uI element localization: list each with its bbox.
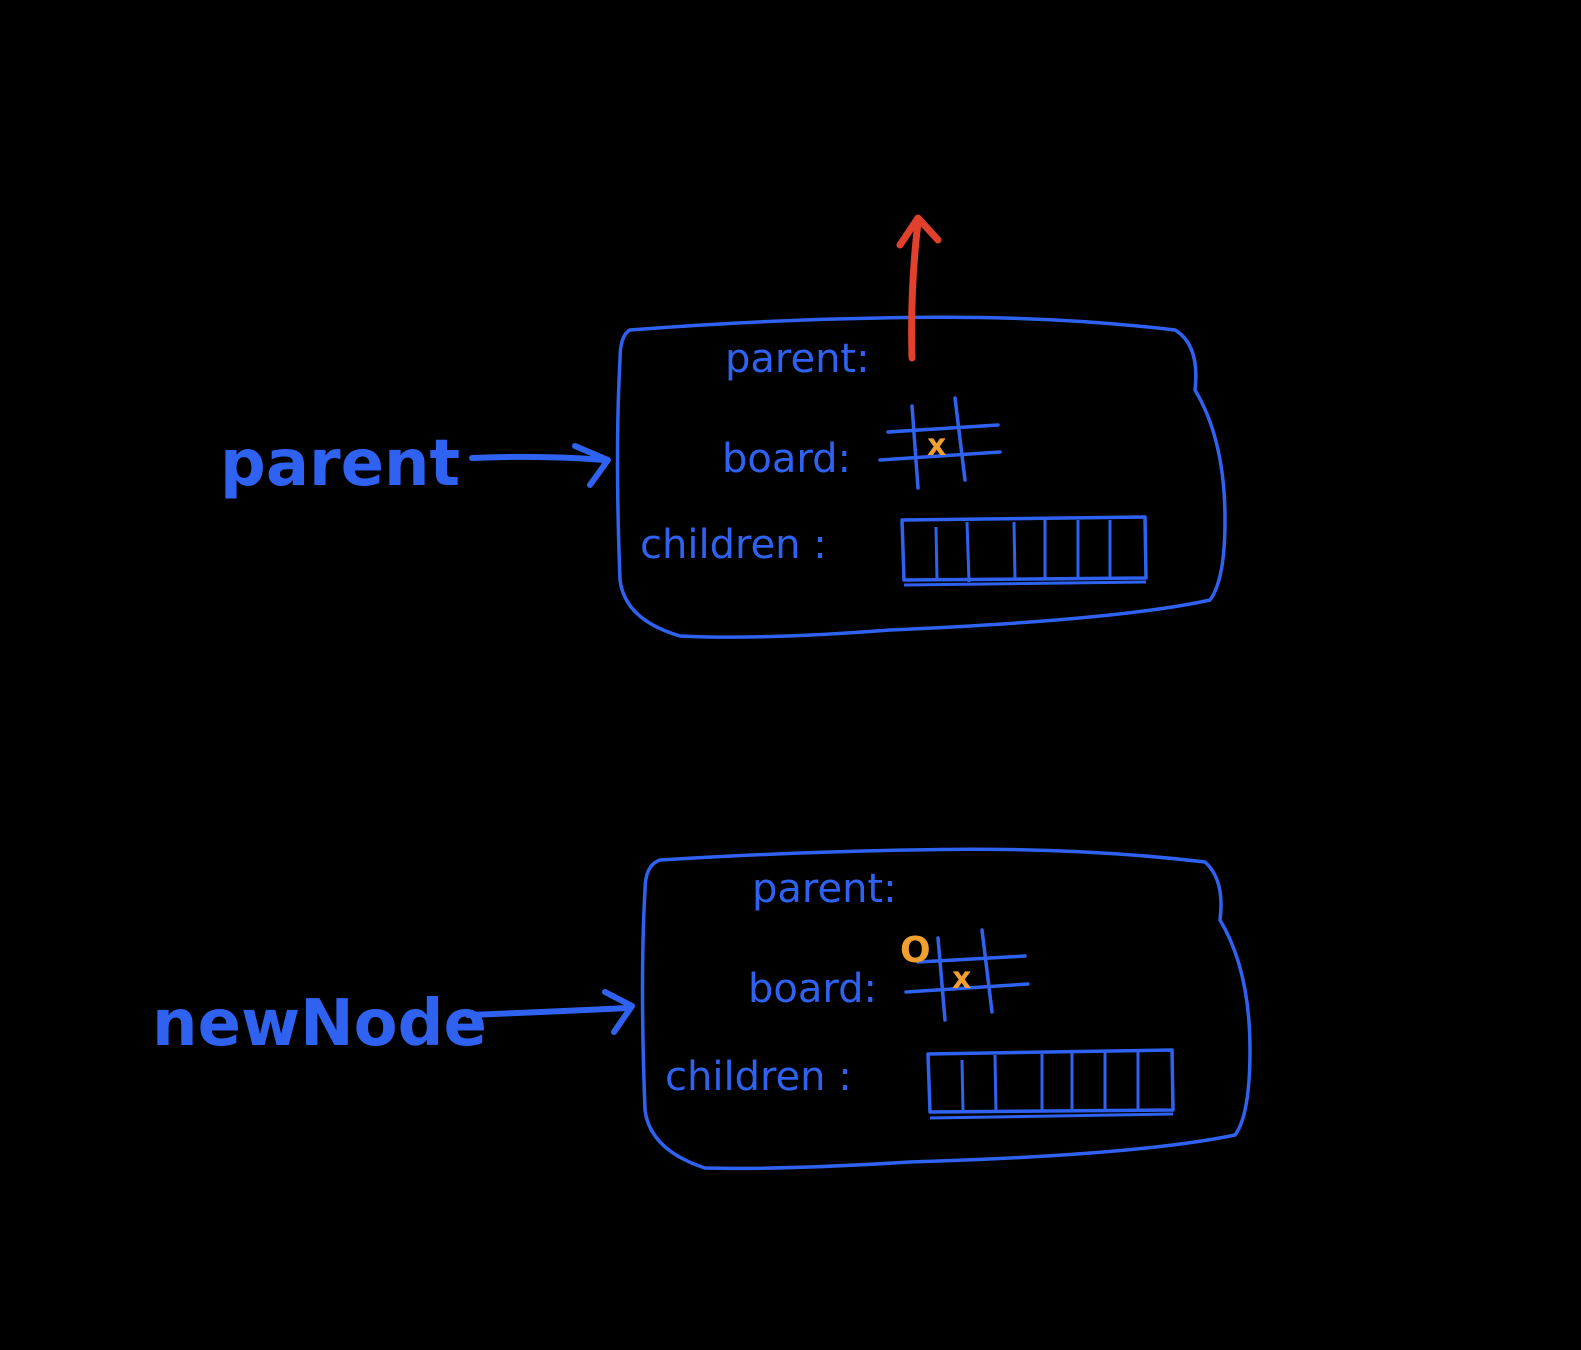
new-node-box: [640, 847, 1252, 1171]
parent-node-children-field: children :: [640, 522, 827, 568]
parent-node: parent: board: x children :: [615, 214, 1227, 639]
parent-node-board-field: board:: [722, 436, 851, 482]
parent-pointer: parent: [220, 427, 611, 501]
parent-node-children-array: [900, 515, 1148, 587]
parent-pointer-label: parent: [220, 427, 460, 501]
newnode-pointer-arrowhead: [602, 989, 635, 1035]
parent-pointer-arrow: [469, 453, 608, 463]
new-node-board-field: board:: [748, 966, 877, 1012]
newnode-pointer-arrow: [465, 1005, 631, 1018]
parent-node-parent-field: parent:: [725, 336, 870, 382]
new-node-children-array: [926, 1048, 1175, 1120]
parent-pointer-arrowhead: [572, 443, 611, 488]
newnode-pointer: newNode: [152, 987, 635, 1061]
parent-null-arrow-head: [896, 214, 942, 249]
new-node-parent-field: parent:: [752, 866, 897, 912]
new-node: parent: board: O x children :: [640, 847, 1252, 1171]
new-node-children-field: children :: [665, 1054, 852, 1100]
new-node-board-x-mark: x: [952, 961, 971, 996]
new-node-board-o-mark: O: [900, 930, 931, 971]
parent-node-board-x-mark: x: [927, 428, 946, 463]
newnode-pointer-label: newNode: [152, 987, 487, 1061]
parent-null-arrow: [896, 214, 942, 362]
parent-node-box: [615, 315, 1227, 639]
parent-null-arrow-shaft: [908, 218, 922, 362]
parent-node-board-grid: x: [878, 396, 1002, 490]
new-node-board-grid: O x: [900, 928, 1030, 1022]
